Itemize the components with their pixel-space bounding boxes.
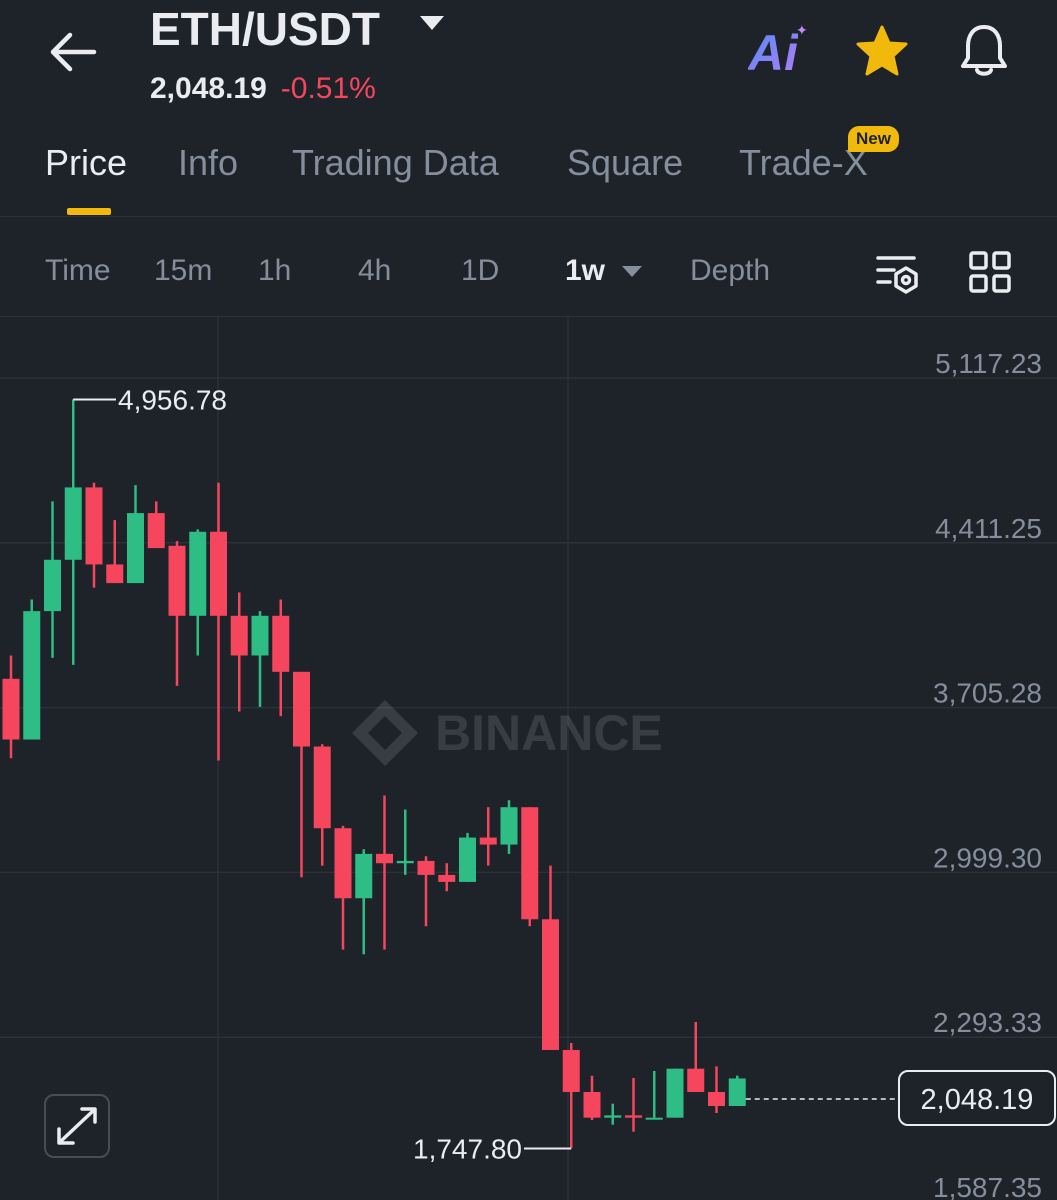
candle-body (168, 545, 186, 616)
candle-body (85, 487, 103, 565)
interval-bar: Time 15m 1h 4h 1D 1w Depth (0, 240, 1057, 310)
sparkle-icon: ✦ (796, 22, 808, 38)
candle-body (666, 1068, 684, 1118)
ai-icon[interactable]: Ai (748, 25, 798, 81)
bell-icon[interactable] (958, 22, 1010, 78)
change-percent: -0.51% (280, 72, 376, 105)
candle-body (396, 860, 414, 864)
expand-icon (57, 1107, 97, 1145)
candle-body (334, 828, 352, 899)
new-badge: New (848, 126, 899, 152)
tab-info[interactable]: Info (178, 142, 239, 183)
high-price-label: 4,956.78 (118, 384, 227, 415)
candle-body (147, 513, 165, 549)
current-price-tag (898, 1070, 1056, 1126)
tab-trading-data[interactable]: Trading Data (292, 142, 499, 183)
candle-body (417, 860, 435, 875)
y-tick-label: 4,411.25 (935, 513, 1042, 544)
candle-body (645, 1117, 663, 1120)
tab-square[interactable]: Square (567, 142, 684, 183)
back-arrow-icon[interactable] (48, 30, 98, 74)
y-tick-label: 1,587.35 (933, 1172, 1042, 1200)
candle-body (230, 615, 248, 656)
interval-time[interactable]: Time (45, 254, 111, 287)
candle-body (438, 874, 456, 882)
layout-grid-icon[interactable] (968, 250, 1012, 294)
candle-body (2, 678, 20, 740)
candle-body (625, 1115, 642, 1118)
candle-body (479, 837, 497, 845)
candle-body (459, 837, 476, 882)
main-tabs: Price Info Trading Data Square Trade-X N… (0, 126, 1057, 217)
current-price-label: 2,048.19 (921, 1084, 1034, 1116)
candle-body (313, 746, 331, 829)
candle-body (210, 531, 227, 616)
watermark-text: BINANCE (435, 705, 663, 761)
y-tick-label: 3,705.28 (933, 678, 1042, 709)
interval-1h[interactable]: 1h (258, 254, 292, 287)
price-summary: 2,048.19 -0.51% (150, 72, 376, 106)
tab-trade-x[interactable]: Trade-X (739, 142, 868, 183)
y-tick-label: 2,999.30 (933, 842, 1042, 873)
candle-body (687, 1068, 705, 1093)
watermark: BINANCE (352, 700, 663, 766)
candle-body (562, 1049, 580, 1093)
interval-1w[interactable]: 1w (565, 254, 606, 287)
candle-body (604, 1115, 622, 1118)
indicator-settings-icon[interactable] (874, 250, 922, 294)
candle-body (583, 1092, 601, 1118)
interval-1d[interactable]: 1D (461, 254, 500, 287)
star-icon[interactable] (854, 24, 910, 78)
candle-body (521, 807, 539, 920)
pair-selector[interactable]: ETH/USDT (150, 3, 380, 55)
y-tick-label: 5,117.23 (935, 348, 1042, 379)
binance-logo-icon (352, 700, 418, 766)
interval-15m[interactable]: 15m (154, 254, 213, 287)
candle-body (272, 615, 290, 672)
divider (0, 316, 1057, 317)
candle-body (355, 853, 373, 899)
candle-body (64, 487, 82, 560)
interval-chevron-icon[interactable] (622, 266, 642, 277)
candle-body (127, 513, 144, 584)
candle-body (376, 853, 393, 864)
candlestick-chart[interactable]: BINANCE 5,117.23 4,411.25 3,705.28 2,999.30 2… (0, 317, 1057, 1200)
candle-body (44, 559, 61, 612)
last-price: 2,048.19 (150, 72, 267, 105)
candle-body (500, 807, 518, 845)
candle-body (251, 615, 269, 656)
candle-body (106, 564, 124, 584)
tab-price[interactable]: Price (45, 142, 128, 183)
chevron-down-icon[interactable] (420, 16, 444, 30)
candle-body (23, 611, 41, 740)
candle-body (542, 919, 559, 1050)
fullscreen-button[interactable] (44, 1094, 110, 1158)
candle-body (293, 671, 310, 747)
candle-body (728, 1078, 746, 1107)
candle-body (189, 531, 207, 616)
active-tab-indicator (67, 208, 111, 215)
interval-depth[interactable]: Depth (690, 254, 771, 287)
y-tick-label: 2,293.33 (933, 1007, 1042, 1038)
candle-body (708, 1092, 725, 1107)
interval-4h[interactable]: 4h (358, 254, 392, 287)
low-price-label: 1,747.80 (413, 1134, 522, 1165)
